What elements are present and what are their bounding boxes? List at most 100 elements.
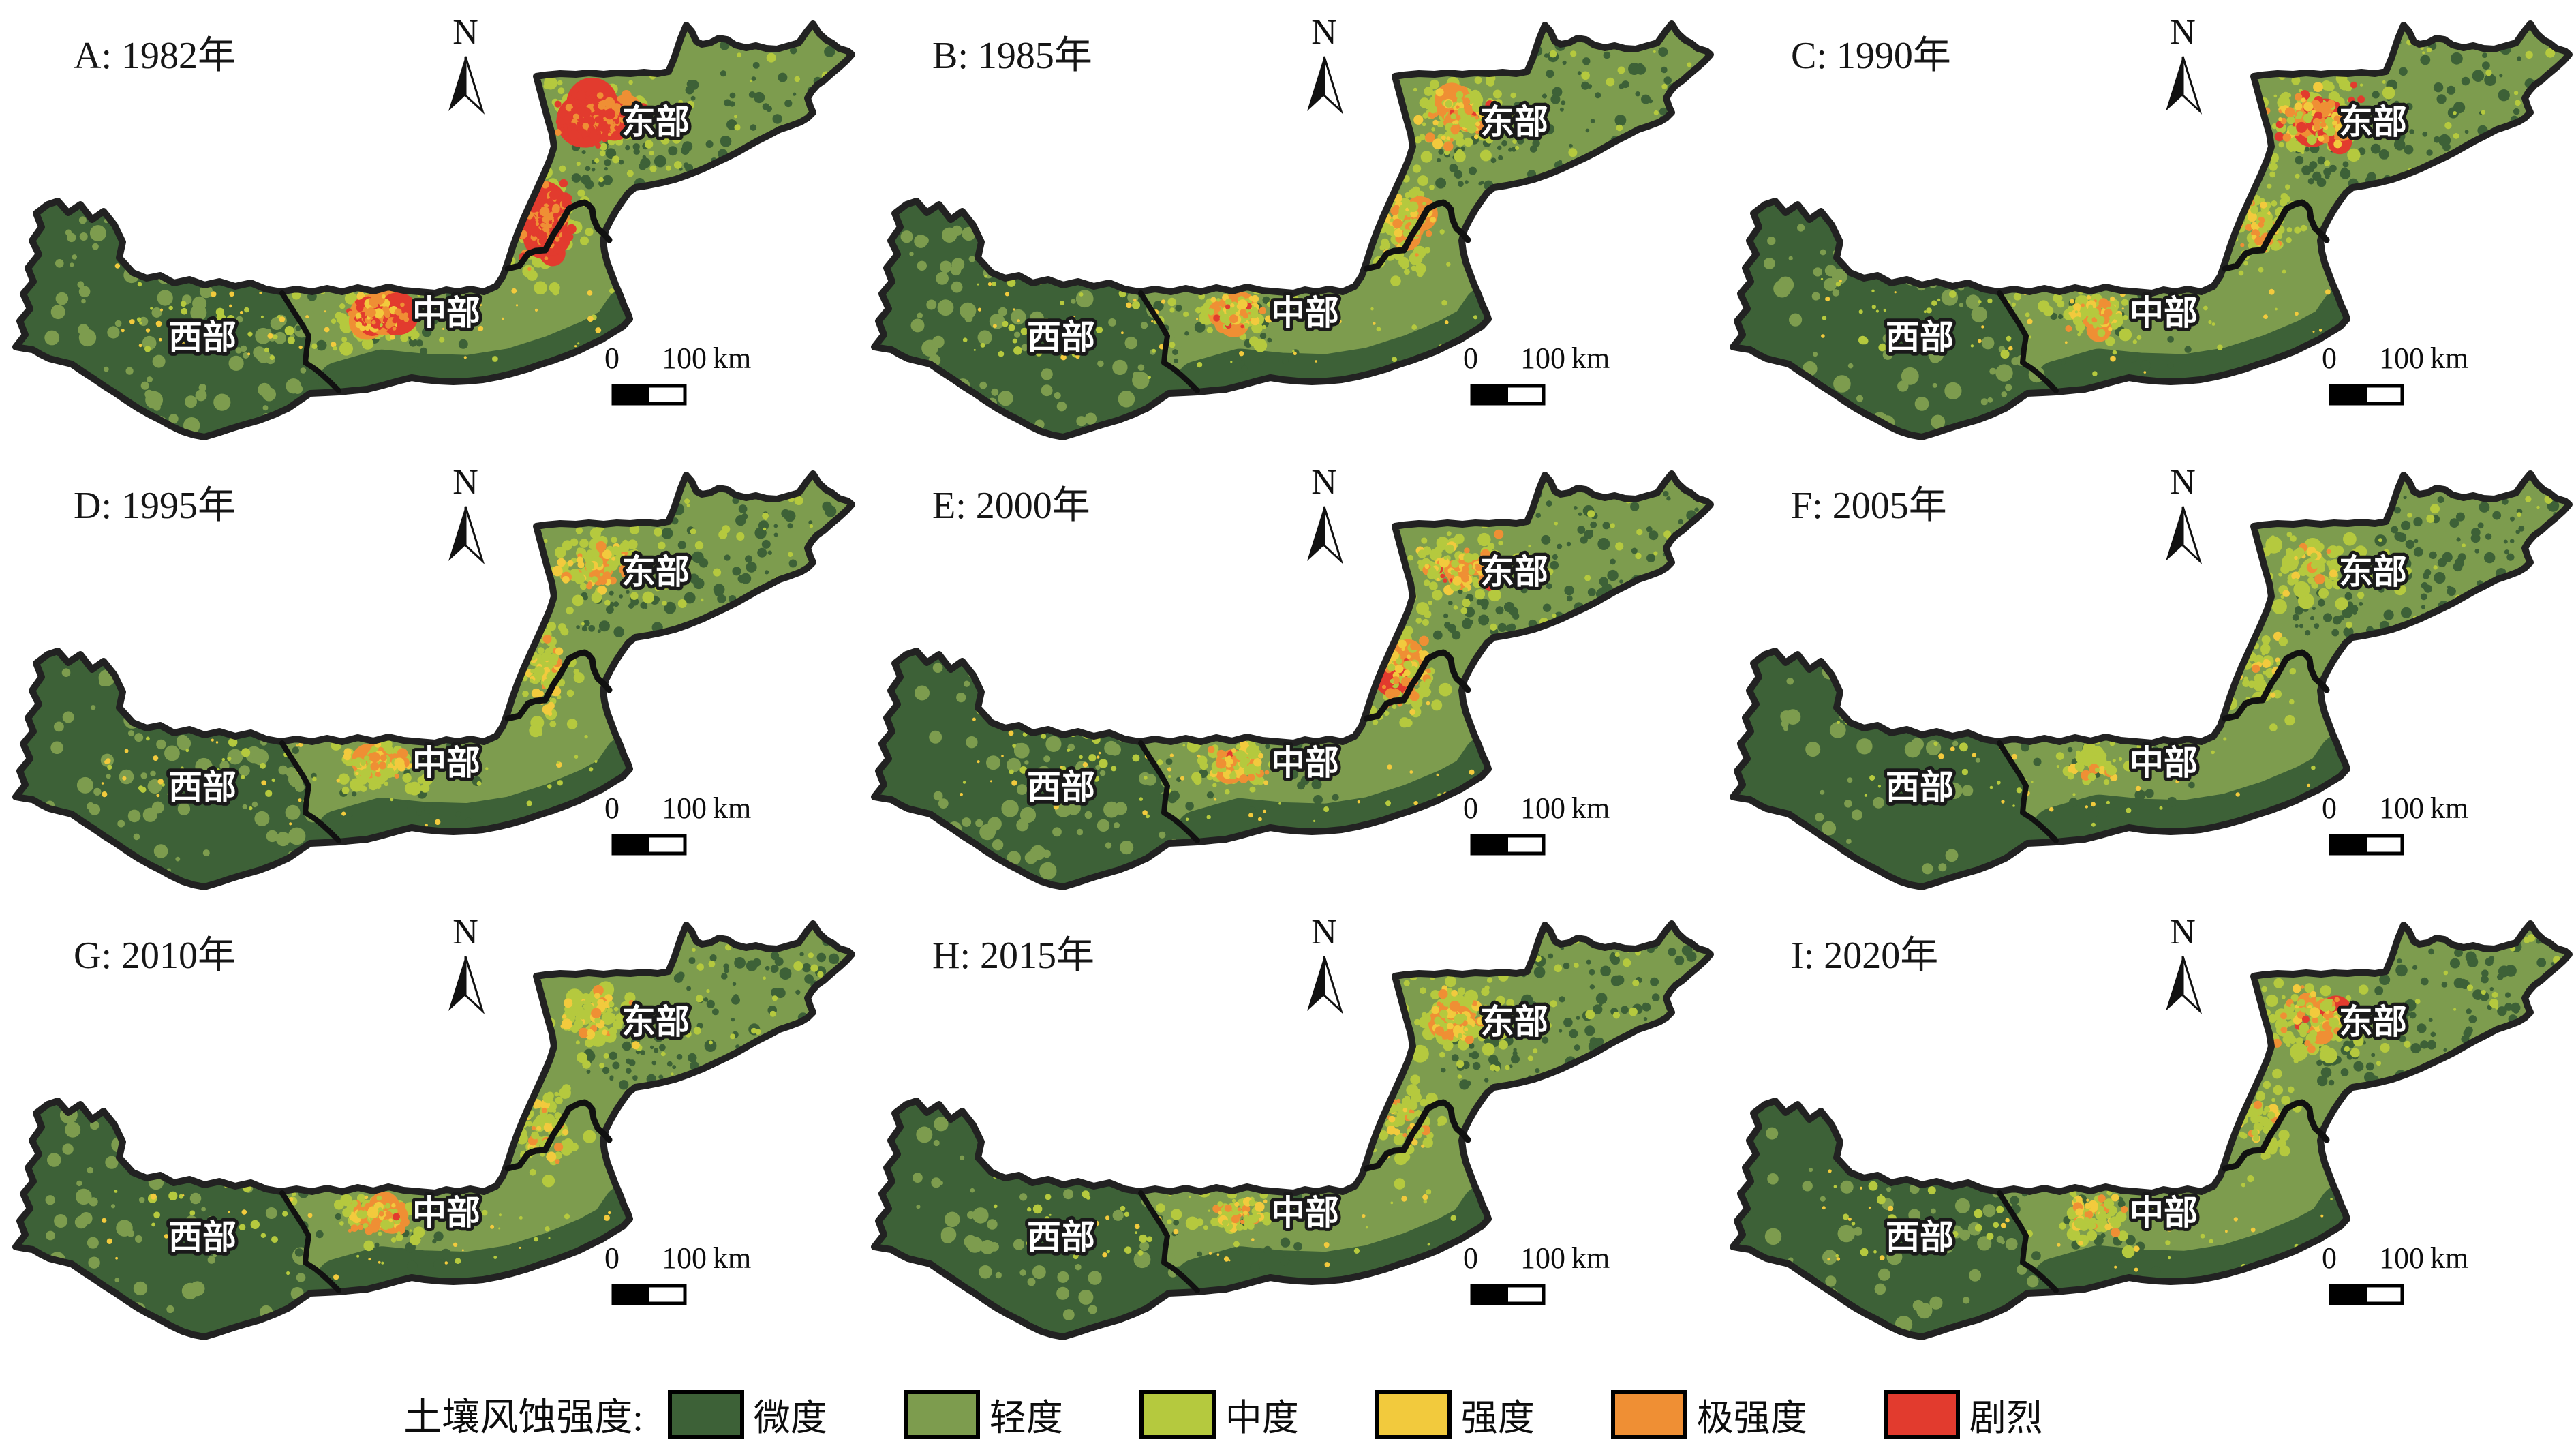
scale-distance-label: 100 bbox=[662, 342, 707, 375]
north-arrow-icon: N bbox=[2166, 463, 2203, 564]
scale-unit-label: km bbox=[1571, 342, 1610, 375]
panel-title-G: G: 2010年 bbox=[74, 935, 236, 977]
region-outline bbox=[12, 20, 855, 440]
map-svg-H: H: 2015年 N 西部 中部 东部 0 100 km bbox=[871, 913, 1714, 1340]
map-svg-C: C: 1990年 N 西部 中部 东部 0 100 km bbox=[1730, 13, 2573, 440]
north-arrow-icon: N bbox=[1307, 463, 1344, 564]
region-outline bbox=[871, 920, 1714, 1340]
erosion-legend: 土壤风蚀强度: 微度 轻度 中度 强度 极强度 剧烈 bbox=[0, 1378, 2511, 1450]
panel-title-F: F: 2005年 bbox=[1791, 485, 1947, 527]
divider-west-central bbox=[279, 290, 341, 393]
legend-item-0: 微度 bbox=[667, 1387, 827, 1441]
region-label-west: 西部 bbox=[1027, 1218, 1095, 1256]
north-arrow-icon: N bbox=[1307, 13, 1344, 115]
region-label-west: 西部 bbox=[1027, 318, 1095, 357]
north-arrow-label: N bbox=[2170, 913, 2196, 952]
panel-title-A: A: 1982年 bbox=[74, 35, 236, 77]
legend-swatch-1 bbox=[903, 1389, 980, 1439]
panel-title-D: D: 1995年 bbox=[74, 485, 236, 527]
region-label-west: 西部 bbox=[168, 1218, 236, 1256]
region-label-east: 东部 bbox=[622, 103, 690, 141]
legend-label-3: 强度 bbox=[1460, 1398, 1535, 1438]
map-panel-I: I: 2020年 N 西部 中部 东部 0 100 km bbox=[1717, 900, 2576, 1350]
legend-label-5: 剧烈 bbox=[1969, 1398, 2043, 1438]
north-arrow-label: N bbox=[1311, 13, 1337, 52]
scale-bar: 0 100 km bbox=[604, 342, 751, 406]
scale-unit-label: km bbox=[2430, 791, 2468, 825]
scale-zero-label: 0 bbox=[2322, 342, 2337, 375]
map-panel-E: E: 2000年 N 西部 中部 东部 0 100 km bbox=[859, 450, 1717, 900]
map-panel-A: A: 1982年 N 西部 中部 东部 0 100 km bbox=[0, 0, 859, 450]
region-outline bbox=[871, 470, 1714, 890]
map-svg-G: G: 2010年 N 西部 中部 东部 0 100 km bbox=[12, 913, 855, 1340]
scale-unit-label: km bbox=[713, 342, 751, 375]
region-label-west: 西部 bbox=[1886, 1218, 1954, 1256]
legend-label-2: 中度 bbox=[1225, 1398, 1299, 1438]
divider-west-central bbox=[279, 1190, 341, 1293]
legend-label-4: 极强度 bbox=[1696, 1398, 1807, 1438]
scale-zero-label: 0 bbox=[604, 342, 619, 375]
panel-title-E: E: 2000年 bbox=[932, 485, 1090, 527]
legend-item-3: 强度 bbox=[1375, 1387, 1535, 1441]
panel-title-C: C: 1990年 bbox=[1791, 35, 1951, 77]
panel-title-I: I: 2020年 bbox=[1791, 935, 1938, 977]
region-label-west: 西部 bbox=[168, 318, 236, 357]
region-label-central: 中部 bbox=[412, 744, 480, 782]
map-svg-B: B: 1985年 N 西部 中部 东部 0 100 km bbox=[871, 13, 1714, 440]
divider-west-central bbox=[1138, 290, 1200, 393]
north-arrow-label: N bbox=[453, 463, 478, 502]
divider-central-east bbox=[2222, 1099, 2330, 1172]
north-arrow-icon: N bbox=[1307, 913, 1344, 1014]
region-outline bbox=[871, 20, 1714, 440]
region-label-east: 东部 bbox=[1480, 1003, 1548, 1041]
north-arrow-label: N bbox=[2170, 463, 2196, 502]
divider-central-east bbox=[504, 1099, 613, 1172]
north-arrow-label: N bbox=[1311, 463, 1337, 502]
scale-bar: 0 100 km bbox=[2322, 342, 2468, 406]
divider-west-central bbox=[1997, 1190, 2059, 1293]
scale-distance-label: 100 bbox=[1520, 1241, 1565, 1275]
region-label-central: 中部 bbox=[412, 1194, 480, 1232]
north-arrow-icon: N bbox=[2166, 913, 2203, 1014]
divider-central-east bbox=[1363, 649, 1471, 722]
scale-bar: 0 100 km bbox=[1463, 791, 1610, 856]
region-label-east: 东部 bbox=[2339, 553, 2407, 591]
map-panel-G: G: 2010年 N 西部 中部 东部 0 100 km bbox=[0, 900, 859, 1350]
scale-distance-label: 100 bbox=[2379, 342, 2424, 375]
divider-west-central bbox=[1997, 290, 2059, 393]
scale-distance-label: 100 bbox=[1520, 342, 1565, 375]
scale-zero-label: 0 bbox=[1463, 1241, 1478, 1275]
divider-west-central bbox=[279, 740, 341, 843]
scale-unit-label: km bbox=[1571, 1241, 1610, 1275]
scale-distance-label: 100 bbox=[662, 1241, 707, 1275]
scale-distance-label: 100 bbox=[2379, 1241, 2424, 1275]
scale-bar: 0 100 km bbox=[2322, 1241, 2468, 1305]
region-label-central: 中部 bbox=[1271, 1194, 1339, 1232]
scale-bar: 0 100 km bbox=[2322, 791, 2468, 856]
region-outline bbox=[1730, 470, 2573, 890]
region-label-east: 东部 bbox=[2339, 1003, 2407, 1041]
region-label-east: 东部 bbox=[2339, 103, 2407, 141]
region-label-west: 西部 bbox=[168, 768, 236, 806]
scale-zero-label: 0 bbox=[2322, 1241, 2337, 1275]
region-outline bbox=[12, 920, 855, 1340]
scale-distance-label: 100 bbox=[2379, 791, 2424, 825]
scale-zero-label: 0 bbox=[1463, 791, 1478, 825]
north-arrow-icon: N bbox=[448, 13, 485, 115]
north-arrow-label: N bbox=[2170, 13, 2196, 52]
region-label-central: 中部 bbox=[1271, 744, 1339, 782]
scale-bar: 0 100 km bbox=[1463, 1241, 1610, 1305]
scale-distance-label: 100 bbox=[1520, 791, 1565, 825]
divider-central-east bbox=[504, 649, 613, 722]
map-panel-C: C: 1990年 N 西部 中部 东部 0 100 km bbox=[1717, 0, 2576, 450]
legend-swatch-3 bbox=[1375, 1389, 1452, 1439]
scale-bar: 0 100 km bbox=[604, 791, 751, 856]
region-outline bbox=[1730, 920, 2573, 1340]
divider-west-central bbox=[1138, 740, 1200, 843]
scale-unit-label: km bbox=[2430, 342, 2468, 375]
region-outline bbox=[1730, 20, 2573, 440]
scale-unit-label: km bbox=[2430, 1241, 2468, 1275]
map-panel-D: D: 1995年 N 西部 中部 东部 0 100 km bbox=[0, 450, 859, 900]
region-label-central: 中部 bbox=[2130, 744, 2198, 782]
